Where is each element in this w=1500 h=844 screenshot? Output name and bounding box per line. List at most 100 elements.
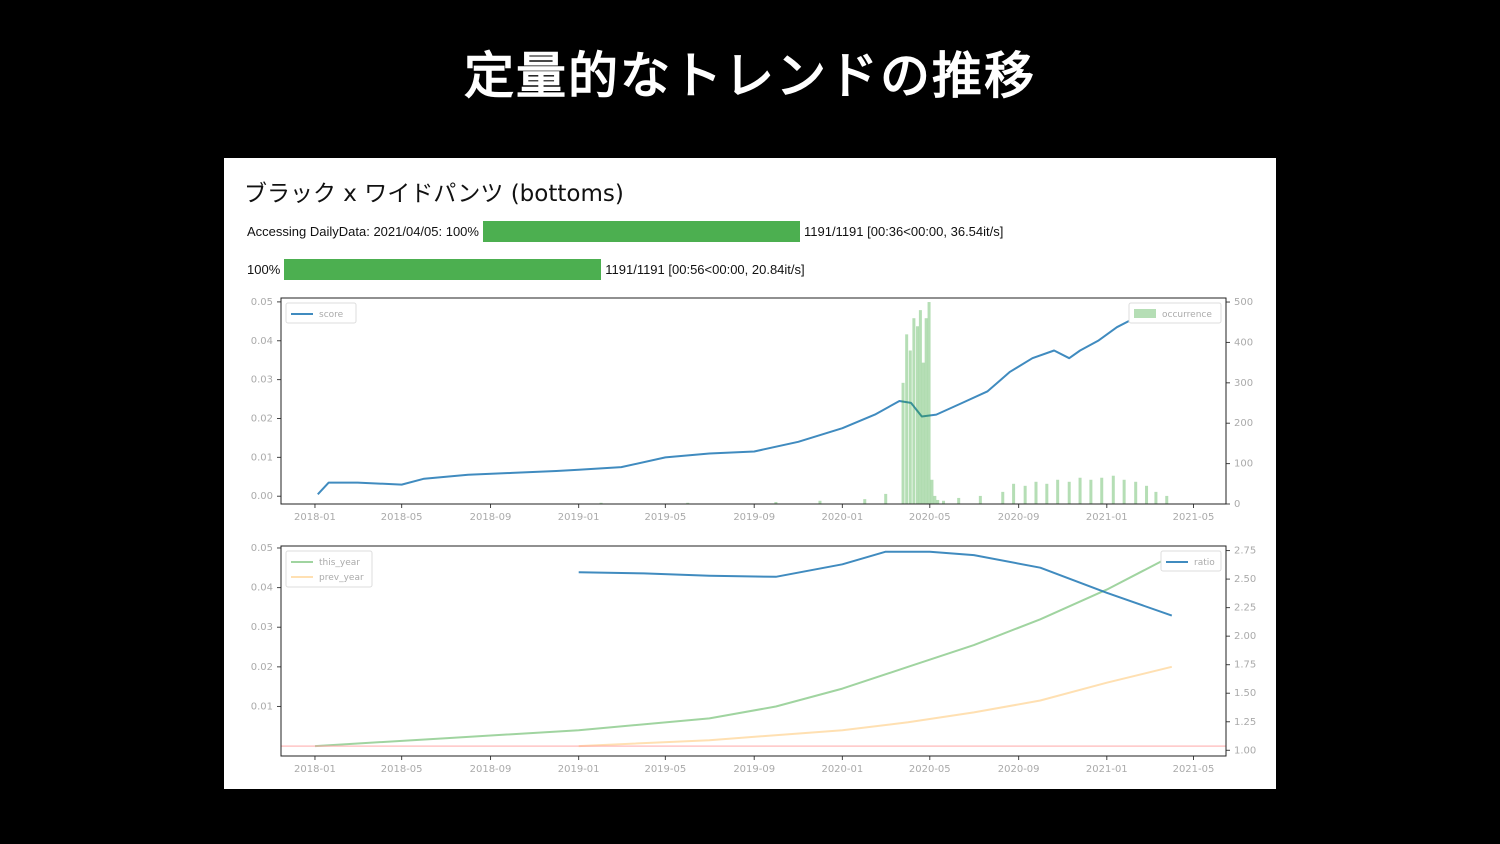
occurrence-bar bbox=[1034, 481, 1038, 504]
progress-prefix: 100% bbox=[247, 261, 281, 277]
occurrence-bar bbox=[1067, 481, 1071, 504]
x-tick-label: 2020-09 bbox=[998, 764, 1040, 775]
x-tick-label: 2020-09 bbox=[998, 512, 1040, 523]
score-line bbox=[317, 318, 1133, 495]
legend-box bbox=[1160, 550, 1222, 572]
legend-right: occurrence bbox=[1128, 302, 1222, 324]
x-tick-label: 2018-05 bbox=[381, 764, 423, 775]
y-left-tick-label: 0.03 bbox=[251, 622, 273, 633]
y-right-tick-label: 1.75 bbox=[1234, 660, 1256, 671]
plot-frame bbox=[280, 545, 1227, 757]
y-left-tick-label: 0.03 bbox=[251, 375, 273, 386]
x-tick-label: 2019-01 bbox=[558, 764, 600, 775]
progress-suffix: 1191/1191 [00:56<00:00, 20.84it/s] bbox=[605, 261, 805, 277]
plot-frame bbox=[280, 297, 1227, 505]
occurrence-bar bbox=[1122, 479, 1126, 504]
occurrence-bars bbox=[599, 302, 1169, 504]
y-left-tick-label: 0.04 bbox=[251, 336, 273, 347]
occurrence-bar bbox=[927, 302, 931, 504]
legend-right: ratio bbox=[1160, 550, 1222, 572]
x-tick-label: 2020-01 bbox=[821, 764, 863, 775]
y-left-tick-label: 0.01 bbox=[251, 452, 273, 463]
occurrence-bar bbox=[1045, 483, 1049, 504]
legend-label: score bbox=[319, 310, 344, 320]
y-right-tick-label: 2.00 bbox=[1234, 631, 1256, 642]
legend-label: prev_year bbox=[319, 573, 364, 583]
y-right-tick-label: 0 bbox=[1234, 499, 1240, 510]
legend-swatch bbox=[1134, 309, 1156, 318]
occurrence-bar bbox=[1056, 479, 1060, 504]
occurrence-bar bbox=[1145, 485, 1149, 504]
occurrence-bar bbox=[936, 499, 940, 504]
occurrence-bar bbox=[978, 495, 982, 504]
legend-label: occurrence bbox=[1162, 310, 1212, 320]
x-tick-label: 2021-01 bbox=[1086, 764, 1128, 775]
legend-label: ratio bbox=[1194, 558, 1215, 568]
progress-suffix: 1191/1191 [00:36<00:00, 36.54it/s] bbox=[803, 223, 1004, 239]
ratio-line bbox=[578, 550, 1173, 617]
occurrence-bar bbox=[1001, 491, 1005, 504]
y-right-tick-label: 1.25 bbox=[1234, 717, 1256, 728]
x-tick-label: 2021-05 bbox=[1173, 764, 1215, 775]
occurrence-bar bbox=[1100, 477, 1104, 504]
x-tick-label: 2018-09 bbox=[470, 764, 512, 775]
occurrence-bar bbox=[933, 495, 937, 504]
progress-bar bbox=[284, 258, 602, 280]
occurrence-bar bbox=[1165, 495, 1169, 504]
progress-row-total: 100% 1191/1191 [00:56<00:00, 20.84it/s] bbox=[247, 258, 805, 280]
y-right-tick-label: 2.75 bbox=[1234, 546, 1256, 557]
y-left-tick-label: 0.02 bbox=[251, 413, 273, 424]
progress-bar bbox=[482, 220, 800, 242]
occurrence-bar bbox=[686, 502, 690, 504]
y-left-tick-label: 0.00 bbox=[251, 491, 273, 502]
occurrence-bar bbox=[1111, 475, 1115, 504]
occurrence-bar bbox=[908, 350, 912, 504]
occurrence-bar bbox=[1078, 477, 1082, 504]
y-left-tick-label: 0.05 bbox=[251, 297, 273, 308]
occurrence-bar bbox=[912, 318, 916, 504]
y-right-tick-label: 1.00 bbox=[1234, 745, 1256, 756]
occurrence-bar bbox=[774, 501, 778, 504]
progress-prefix: Accessing DailyData: 2021/04/05: 100% bbox=[247, 223, 479, 239]
y-left-tick-label: 0.04 bbox=[251, 583, 273, 594]
y-right-tick-label: 1.50 bbox=[1234, 688, 1256, 699]
occurrence-bar bbox=[921, 362, 925, 504]
panel-title: ブラック x ワイドパンツ (bottoms) bbox=[244, 181, 624, 207]
y-right-tick-label: 200 bbox=[1234, 418, 1253, 429]
occurrence-bar bbox=[957, 497, 961, 504]
occurrence-bar bbox=[930, 479, 934, 504]
y-right-tick-label: 2.25 bbox=[1234, 603, 1256, 614]
x-tick-label: 2019-09 bbox=[733, 764, 775, 775]
y-left-tick-label: 0.01 bbox=[251, 701, 273, 712]
progress-row-accessing: Accessing DailyData: 2021/04/05: 100% 11… bbox=[247, 220, 1003, 242]
x-tick-label: 2019-01 bbox=[558, 512, 600, 523]
x-tick-label: 2020-05 bbox=[909, 764, 951, 775]
x-tick-label: 2019-05 bbox=[644, 512, 686, 523]
occurrence-bar bbox=[924, 318, 928, 504]
x-tick-label: 2020-05 bbox=[909, 512, 951, 523]
occurrence-bar bbox=[863, 499, 867, 504]
x-tick-label: 2018-01 bbox=[294, 764, 336, 775]
occurrence-bar bbox=[818, 500, 822, 504]
y-right-tick-label: 100 bbox=[1234, 459, 1253, 470]
legend-left: this_year prev_year bbox=[285, 550, 373, 588]
occurrence-bar bbox=[916, 326, 920, 504]
legend-left: score bbox=[285, 302, 357, 324]
x-tick-label: 2021-05 bbox=[1173, 512, 1215, 523]
x-tick-label: 2019-09 bbox=[733, 512, 775, 523]
occurrence-bar bbox=[901, 382, 905, 504]
occurrence-bar bbox=[1089, 479, 1093, 504]
y-left-tick-label: 0.05 bbox=[251, 543, 273, 554]
y-right-tick-label: 300 bbox=[1234, 378, 1253, 389]
progress-bar-fill bbox=[284, 258, 602, 280]
occurrence-bar bbox=[1023, 485, 1027, 504]
notebook-output-panel: ブラック x ワイドパンツ (bottoms) Accessing DailyD… bbox=[224, 158, 1276, 789]
legend-box bbox=[285, 302, 357, 324]
occurrence-bar bbox=[599, 502, 603, 504]
occurrence-bar bbox=[942, 500, 946, 504]
x-tick-label: 2018-01 bbox=[294, 512, 336, 523]
occurrence-bar bbox=[884, 493, 888, 504]
legend-label: this_year bbox=[319, 558, 360, 568]
y-right-tick-label: 2.50 bbox=[1234, 574, 1256, 585]
legend-box bbox=[285, 550, 373, 588]
